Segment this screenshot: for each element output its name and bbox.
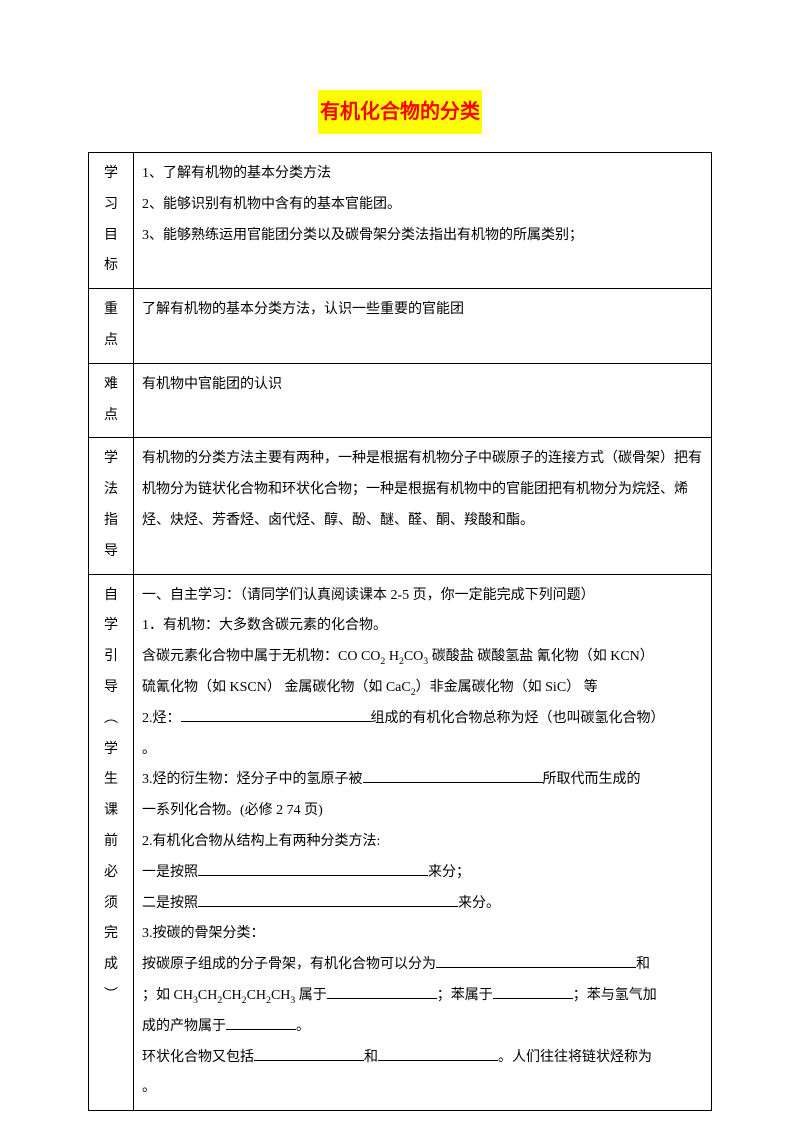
ss-p5c2: 。 <box>296 1019 310 1034</box>
objective-line-2: 2、能够识别有机物中含有的基本官能团。 <box>142 190 703 221</box>
blank-10 <box>378 1044 498 1060</box>
ss-p4b2: 来分。 <box>458 896 500 911</box>
ss-p3c: 一系列化合物。(必修 2 74 页) <box>142 796 703 827</box>
content-difficulty: 有机物中官能团的认识 <box>134 363 712 438</box>
ss-p5c-t: 成的产物属于 <box>142 1019 226 1034</box>
ss-p5b-m1: CH <box>198 988 217 1003</box>
ss-p4a-t: 一是按照 <box>142 865 198 880</box>
ss-p5b-after: 属于 <box>295 988 327 1003</box>
ss-p5b-sep: ；苯属于 <box>437 988 493 1003</box>
ss-p2b: 组成的有机化合物总称为烃（也叫碳氢化合物） <box>371 711 665 726</box>
ss-intro: 一、自主学习：（请同学们认真阅读课本 2-5 页，你一定能完成下列问题） <box>142 581 703 612</box>
ss-p2a: 2.烃： <box>142 711 181 726</box>
ss-p3a: 3.烃的衍生物：烃分子中的氢原子被 <box>142 772 363 787</box>
ss-p5: 3.按碳的骨架分类： <box>142 919 703 950</box>
blank-8 <box>226 1013 296 1029</box>
ss-p4a2: 来分； <box>428 865 470 880</box>
row-objectives: 学习目标 1、了解有机物的基本分类方法 2、能够识别有机物中含有的基本官能团。 … <box>89 153 712 289</box>
title-wrap: 有机化合物的分类 <box>88 90 712 134</box>
ss-p6b: 和 <box>364 1050 378 1065</box>
difficulty-text: 有机物中官能团的认识 <box>142 370 703 401</box>
ss-p1b-mid: H <box>385 649 399 664</box>
ss-p5b-m4: CH <box>271 988 290 1003</box>
keypoint-text: 了解有机物的基本分类方法，认识一些重要的官能团 <box>142 295 703 326</box>
ss-p1b-mid2: CO <box>404 649 423 664</box>
ss-p3: 3.烃的衍生物：烃分子中的氢原子被 所取代而生成的 <box>142 765 703 796</box>
row-selfstudy: 自学引导 ︵ 学生课前必须完成 ︶ 一、自主学习：（请同学们认真阅读课本 2-5… <box>89 574 712 1111</box>
label-selfstudy: 自学引导 ︵ 学生课前必须完成 ︶ <box>89 574 134 1111</box>
ss-p4b-t: 二是按照 <box>142 896 198 911</box>
content-objectives: 1、了解有机物的基本分类方法 2、能够识别有机物中含有的基本官能团。 3、能够熟… <box>134 153 712 289</box>
objective-line-1: 1、了解有机物的基本分类方法 <box>142 159 703 190</box>
ss-p6d: 。 <box>142 1073 703 1104</box>
ss-p5b: ；如 CH3CH2CH2CH2CH3 属于；苯属于；苯与氢气加 <box>142 981 703 1012</box>
page-title: 有机化合物的分类 <box>318 90 482 134</box>
objective-line-3: 3、能够熟练运用官能团分类以及碳骨架分类法指出有机物的所属类别； <box>142 221 703 252</box>
blank-1 <box>181 705 371 721</box>
ss-p6a: 环状化合物又包括 <box>142 1050 254 1065</box>
label-method: 学法指导 <box>89 438 134 574</box>
ss-p5a2: 和 <box>636 957 650 972</box>
ss-p5a: 按碳原子组成的分子骨架，有机化合物可以分为 和 <box>142 950 703 981</box>
ss-p1a: 1．有机物：大多数含碳元素的化合物。 <box>142 611 703 642</box>
blank-4 <box>198 890 458 906</box>
row-keypoint: 重点 了解有机物的基本分类方法，认识一些重要的官能团 <box>89 289 712 364</box>
ss-p5b-pre: ；如 CH <box>142 988 193 1003</box>
ss-p5c: 成的产物属于 。 <box>142 1012 703 1043</box>
method-text: 有机物的分类方法主要有两种，一种是根据有机物分子中碳原子的连接方式（碳骨架）把有… <box>142 444 703 536</box>
label-objectives: 学习目标 <box>89 153 134 289</box>
ss-p2c: 。 <box>142 735 703 766</box>
label-keypoint: 重点 <box>89 289 134 364</box>
row-method: 学法指导 有机物的分类方法主要有两种，一种是根据有机物分子中碳原子的连接方式（碳… <box>89 438 712 574</box>
ss-p1b-after: 碳酸盐 碳酸氢盐 氰化物（如 KCN） <box>428 649 654 664</box>
blank-3 <box>198 859 428 875</box>
row-difficulty: 难点 有机物中官能团的认识 <box>89 363 712 438</box>
content-method: 有机物的分类方法主要有两种，一种是根据有机物分子中碳原子的连接方式（碳骨架）把有… <box>134 438 712 574</box>
ss-p5b-m3: CH <box>247 988 266 1003</box>
main-table: 学习目标 1、了解有机物的基本分类方法 2、能够识别有机物中含有的基本官能团。 … <box>88 152 712 1111</box>
blank-2 <box>363 767 543 783</box>
ss-p1c-after: ）非金属碳化物（如 SiC） 等 <box>416 680 598 695</box>
ss-p4a: 一是按照 来分； <box>142 858 703 889</box>
content-keypoint: 了解有机物的基本分类方法，认识一些重要的官能团 <box>134 289 712 364</box>
ss-p5b-m2: CH <box>222 988 241 1003</box>
blank-5 <box>436 952 636 968</box>
ss-p1b-pre: 含碳元素化合物中属于无机物：CO CO <box>142 649 380 664</box>
ss-p5a-t: 按碳原子组成的分子骨架，有机化合物可以分为 <box>142 957 436 972</box>
ss-p3b: 所取代而生成的 <box>543 772 641 787</box>
ss-p1b: 含碳元素化合物中属于无机物：CO CO2 H2CO3 碳酸盐 碳酸氢盐 氰化物（… <box>142 642 703 673</box>
ss-p4: 2.有机化合物从结构上有两种分类方法: <box>142 827 703 858</box>
blank-6 <box>327 983 437 999</box>
blank-9 <box>254 1044 364 1060</box>
ss-p1c: 硫氰化物（如 KSCN） 金属碳化物（如 CaC2）非金属碳化物（如 SiC） … <box>142 673 703 704</box>
ss-p6: 环状化合物又包括 和 。人们往往将链状烃称为 <box>142 1043 703 1074</box>
ss-p4b: 二是按照 来分。 <box>142 889 703 920</box>
page: 有机化合物的分类 学习目标 1、了解有机物的基本分类方法 2、能够识别有机物中含… <box>0 0 800 1132</box>
ss-p6c: 。人们往往将链状烃称为 <box>498 1050 652 1065</box>
content-selfstudy: 一、自主学习：（请同学们认真阅读课本 2-5 页，你一定能完成下列问题） 1．有… <box>134 574 712 1111</box>
ss-p5b-end: ；苯与氢气加 <box>573 988 657 1003</box>
ss-p2: 2.烃： 组成的有机化合物总称为烃（也叫碳氢化合物） <box>142 704 703 735</box>
ss-p1c-pre: 硫氰化物（如 KSCN） 金属碳化物（如 CaC <box>142 680 411 695</box>
blank-7 <box>493 983 573 999</box>
label-difficulty: 难点 <box>89 363 134 438</box>
